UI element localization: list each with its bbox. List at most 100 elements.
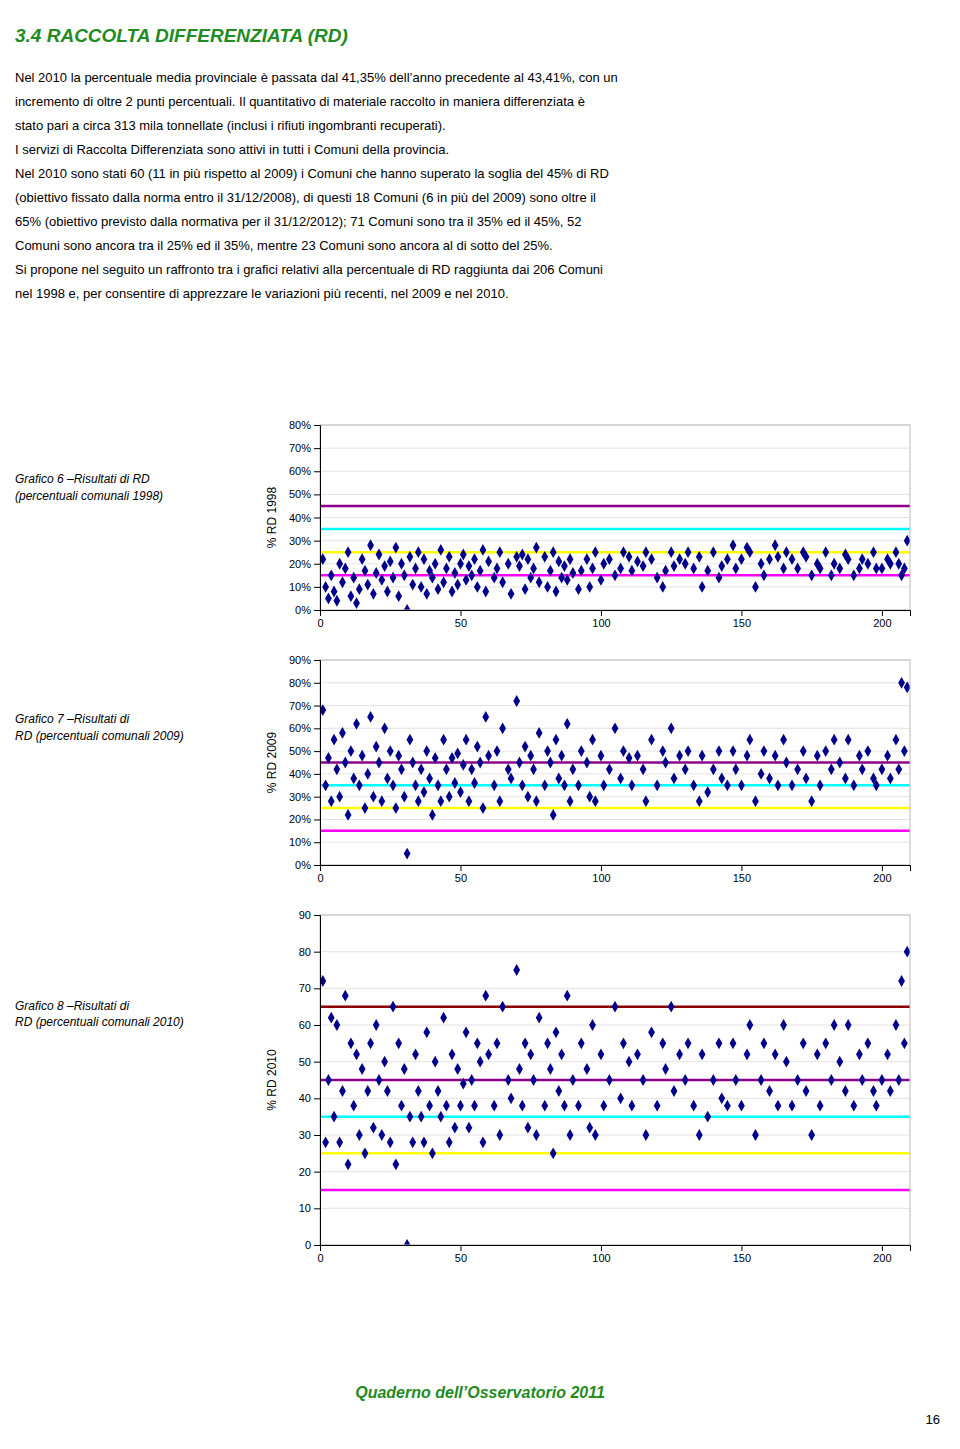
point [525, 1122, 532, 1134]
tick-label: 60% [289, 722, 311, 734]
point [586, 791, 593, 803]
point [348, 590, 355, 602]
point [592, 546, 599, 558]
point [513, 964, 520, 976]
point [845, 553, 852, 565]
point [752, 1129, 759, 1141]
point [336, 558, 343, 570]
point [362, 565, 369, 577]
point [836, 757, 843, 769]
tick: 90 [299, 909, 320, 921]
point [817, 1100, 824, 1112]
tick-mark [314, 706, 320, 707]
point [836, 1056, 843, 1068]
tick-mark [882, 865, 883, 871]
point [376, 757, 383, 769]
point [662, 565, 669, 577]
tick-mark [314, 1172, 320, 1173]
point [474, 581, 481, 593]
point [541, 779, 548, 791]
point [586, 1122, 593, 1134]
point [370, 791, 377, 803]
point [730, 539, 737, 551]
point [575, 779, 582, 791]
point [887, 773, 894, 785]
grid-line [320, 563, 910, 564]
tick-label: 80 [299, 946, 311, 958]
point [859, 763, 866, 775]
point [350, 1100, 357, 1112]
point [628, 779, 635, 791]
point [598, 574, 605, 586]
point [772, 1048, 779, 1060]
point [381, 1056, 388, 1068]
body-line: Si propone nel seguito un raffronto tra … [15, 262, 603, 277]
point [730, 1037, 737, 1049]
reference-line [320, 1079, 910, 1082]
point [530, 562, 537, 574]
tick: 0 [317, 610, 323, 629]
point [440, 734, 447, 746]
tick: 70 [299, 982, 320, 994]
y-axis-label: % RD 1998 [265, 486, 279, 548]
point [373, 1019, 380, 1031]
point [541, 1100, 548, 1112]
y-axis: 0%10%20%30%40%50%60%70%80%90% [289, 654, 321, 871]
point [480, 1136, 487, 1148]
tick-mark [601, 1245, 602, 1251]
point [553, 586, 560, 598]
grid-line [320, 796, 910, 797]
point [412, 1048, 419, 1060]
footer: Quaderno dell’Osservatorio 2011 [355, 1384, 605, 1401]
point [626, 551, 633, 563]
tick-mark [314, 518, 320, 519]
point [738, 1100, 745, 1112]
point [856, 1048, 863, 1060]
point [328, 1012, 335, 1024]
tick-label: 20 [299, 1166, 311, 1178]
body-line: 65% (obiettivo previsto dalla normativa … [15, 214, 582, 229]
point [356, 779, 363, 791]
tick-mark [320, 610, 321, 616]
body-line: stato pari a circa 313 mila tonnellate (… [15, 118, 446, 133]
point [744, 1048, 751, 1060]
point [732, 1074, 739, 1086]
point [367, 1037, 374, 1049]
page-canvas: 3.4 RACCOLTA DIFFERENZIATA (RD)Nel 2010 … [0, 0, 960, 1449]
tick-mark [314, 728, 320, 729]
point [634, 750, 641, 762]
point [362, 802, 369, 814]
point [496, 546, 503, 558]
point [584, 553, 591, 565]
point [429, 572, 436, 584]
point [387, 556, 394, 568]
point [732, 562, 739, 574]
point [485, 750, 492, 762]
tick: 50 [299, 1056, 320, 1068]
axis-line [314, 661, 321, 866]
point [789, 779, 796, 791]
tick: 70% [289, 700, 320, 712]
point [628, 565, 635, 577]
point [499, 722, 506, 734]
point [775, 1100, 782, 1112]
point [808, 795, 815, 807]
point [617, 773, 624, 785]
tick-mark [314, 1135, 320, 1136]
point [328, 795, 335, 807]
tick-label: 50% [289, 488, 311, 500]
tick-mark [460, 865, 461, 871]
point [598, 750, 605, 762]
point [904, 946, 910, 958]
tick-mark [314, 1208, 320, 1209]
point [676, 553, 683, 565]
point [589, 1019, 596, 1031]
point [418, 1111, 425, 1123]
point [378, 795, 385, 807]
point [567, 1129, 574, 1141]
point [435, 779, 442, 791]
point [384, 773, 391, 785]
tick: 10 [299, 1202, 320, 1214]
point [536, 727, 543, 739]
tick: 0 [317, 1245, 323, 1264]
